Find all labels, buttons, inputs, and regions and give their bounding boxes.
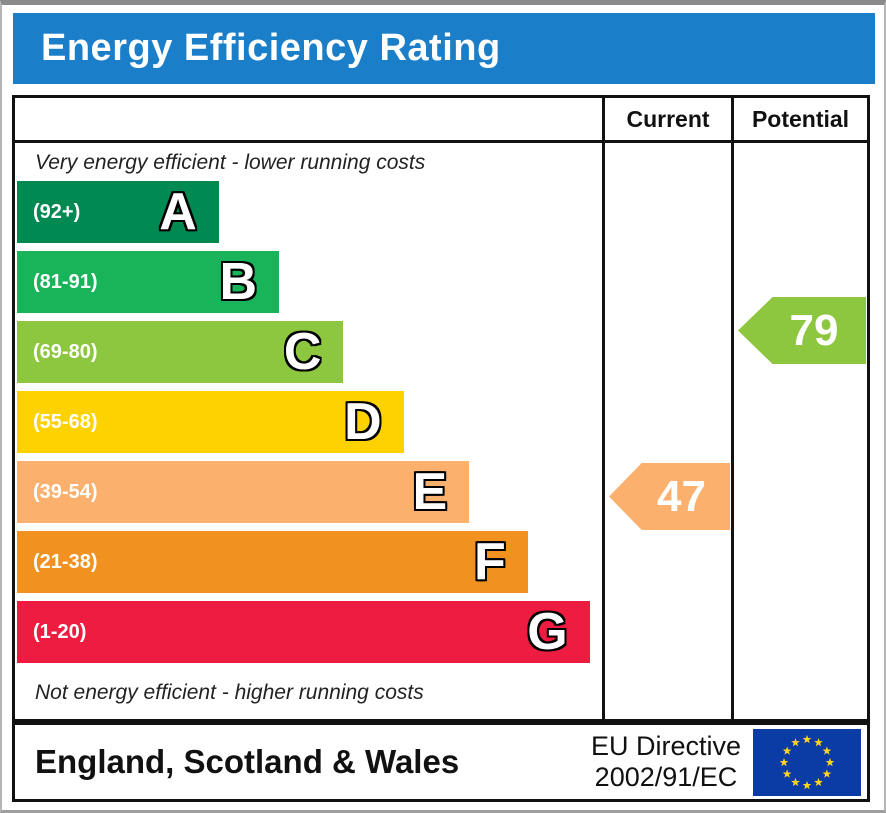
current-rating-value: 47 [657, 471, 706, 521]
band-letter: C [283, 323, 322, 381]
band-bar: (92+) A [17, 181, 219, 243]
band-letter: D [344, 393, 382, 451]
band-range: (21-38) [33, 550, 98, 573]
band-bar: (1-20) G [17, 601, 590, 663]
eu-directive-line2: 2002/91/EC [594, 762, 738, 792]
band-bars: (92+) A (81-91) B (69-80) C (55-68) D (3… [15, 181, 602, 663]
eu-directive-line1: EU Directive [590, 730, 741, 761]
top-caption: Very energy efficient - lower running co… [35, 151, 426, 174]
band-bar: (81-91) B [17, 251, 280, 313]
title-banner: Energy Efficiency Rating [13, 13, 875, 84]
band-bar: (69-80) C [17, 321, 344, 383]
band-range: (55-68) [33, 410, 98, 433]
band-range: (92+) [33, 200, 81, 223]
band-range: (81-91) [33, 270, 98, 293]
bands-column: Very energy efficient - lower running co… [15, 143, 602, 719]
potential-rating-arrow: 79 [738, 297, 866, 364]
column-header-potential: Potential [731, 98, 867, 143]
band-bar: (39-54) E [17, 461, 470, 523]
band-letter: F [473, 533, 506, 591]
band-letter: A [159, 183, 197, 241]
current-column: 47 [602, 143, 731, 719]
band-bar: (21-38) F [17, 531, 528, 593]
header-spacer [15, 98, 602, 143]
region-label: England, Scotland & Wales [35, 743, 460, 780]
page-title: Energy Efficiency Rating [41, 27, 501, 69]
band-range: (39-54) [33, 480, 98, 503]
potential-rating-value: 79 [789, 305, 839, 355]
band-letter: E [412, 463, 448, 521]
bottom-caption: Not energy efficient - higher running co… [35, 681, 424, 704]
band-bar: (55-68) D [17, 391, 404, 453]
band-letter: G [527, 603, 568, 661]
band-letter: B [219, 253, 258, 311]
eu-flag-icon [753, 728, 861, 796]
potential-column: 79 [731, 143, 867, 719]
current-rating-arrow: 47 [609, 463, 730, 530]
footer-bar: England, Scotland & Wales EU Directive 2… [12, 722, 870, 802]
column-header-current: Current [602, 98, 731, 143]
band-range: (1-20) [33, 620, 87, 643]
band-range: (69-80) [33, 340, 98, 363]
rating-chart: Current Potential Very energy efficient … [12, 95, 870, 722]
eu-directive-label: EU Directive 2002/91/EC [591, 731, 741, 793]
